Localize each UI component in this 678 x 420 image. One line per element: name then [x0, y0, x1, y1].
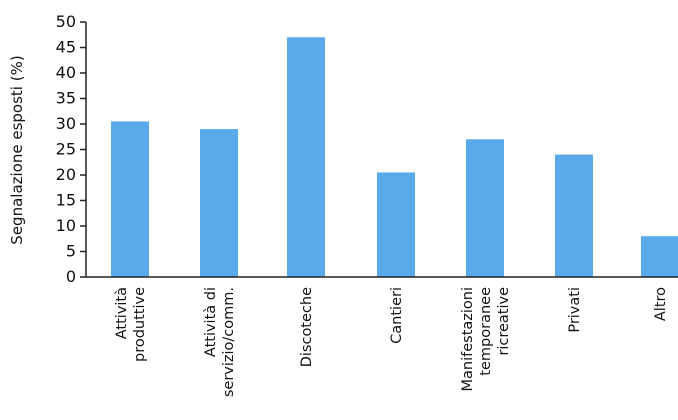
y-axis: 0 5 10 15 20 25 30 35 40 45 50 — [56, 12, 87, 286]
bar-altro — [641, 236, 678, 277]
y-tick-label: 45 — [56, 38, 76, 57]
x-label-line: temporanee — [478, 287, 494, 376]
y-tick-label: 15 — [56, 191, 76, 210]
y-tick-label: 40 — [56, 63, 76, 82]
y-tick-label: 0 — [66, 267, 76, 286]
x-label-line: Discoteche — [299, 287, 315, 367]
x-label-line: Attività — [114, 287, 130, 339]
y-tick-label: 5 — [66, 242, 76, 261]
x-label-line: Manifestazioni — [460, 287, 476, 392]
x-label-attivita-produttive: Attività produttive — [114, 287, 148, 362]
x-label-line: Attività di — [203, 287, 219, 357]
y-tick-label: 25 — [56, 140, 76, 159]
bar-attivita-produttive — [111, 121, 149, 277]
y-axis-title: Segnalazione esposti (%) — [8, 55, 26, 244]
x-label-privati: Privati — [567, 287, 583, 333]
bar-discoteche — [287, 37, 325, 277]
y-tick-label: 30 — [56, 114, 76, 133]
x-label-line: Altro — [653, 287, 669, 321]
x-label-line: ricreative — [496, 287, 512, 356]
y-tick-label: 20 — [56, 165, 76, 184]
x-label-discoteche: Discoteche — [299, 287, 315, 367]
x-label-line: Privati — [567, 287, 583, 333]
x-label-cantieri: Cantieri — [389, 287, 405, 344]
x-label-line: Cantieri — [389, 287, 405, 344]
x-label-line: servizio/comm. — [221, 287, 237, 397]
bar-manifestazioni — [466, 139, 504, 277]
bar-privati — [555, 154, 593, 277]
x-label-attivita-servizio: Attività di servizio/comm. — [203, 287, 237, 397]
bar-attivita-servizio — [200, 129, 238, 277]
y-tick-label: 10 — [56, 216, 76, 235]
y-tick-label: 35 — [56, 89, 76, 108]
x-axis-labels: Attività produttive Attività di servizio/co… — [114, 287, 669, 397]
y-tick-label: 50 — [56, 12, 76, 31]
x-label-altro: Altro — [653, 287, 669, 321]
x-label-manifestazioni: Manifestazioni temporanee ricreative — [460, 287, 512, 392]
x-label-line: produttive — [132, 287, 148, 362]
bar-cantieri — [377, 172, 415, 277]
bars — [111, 37, 678, 277]
